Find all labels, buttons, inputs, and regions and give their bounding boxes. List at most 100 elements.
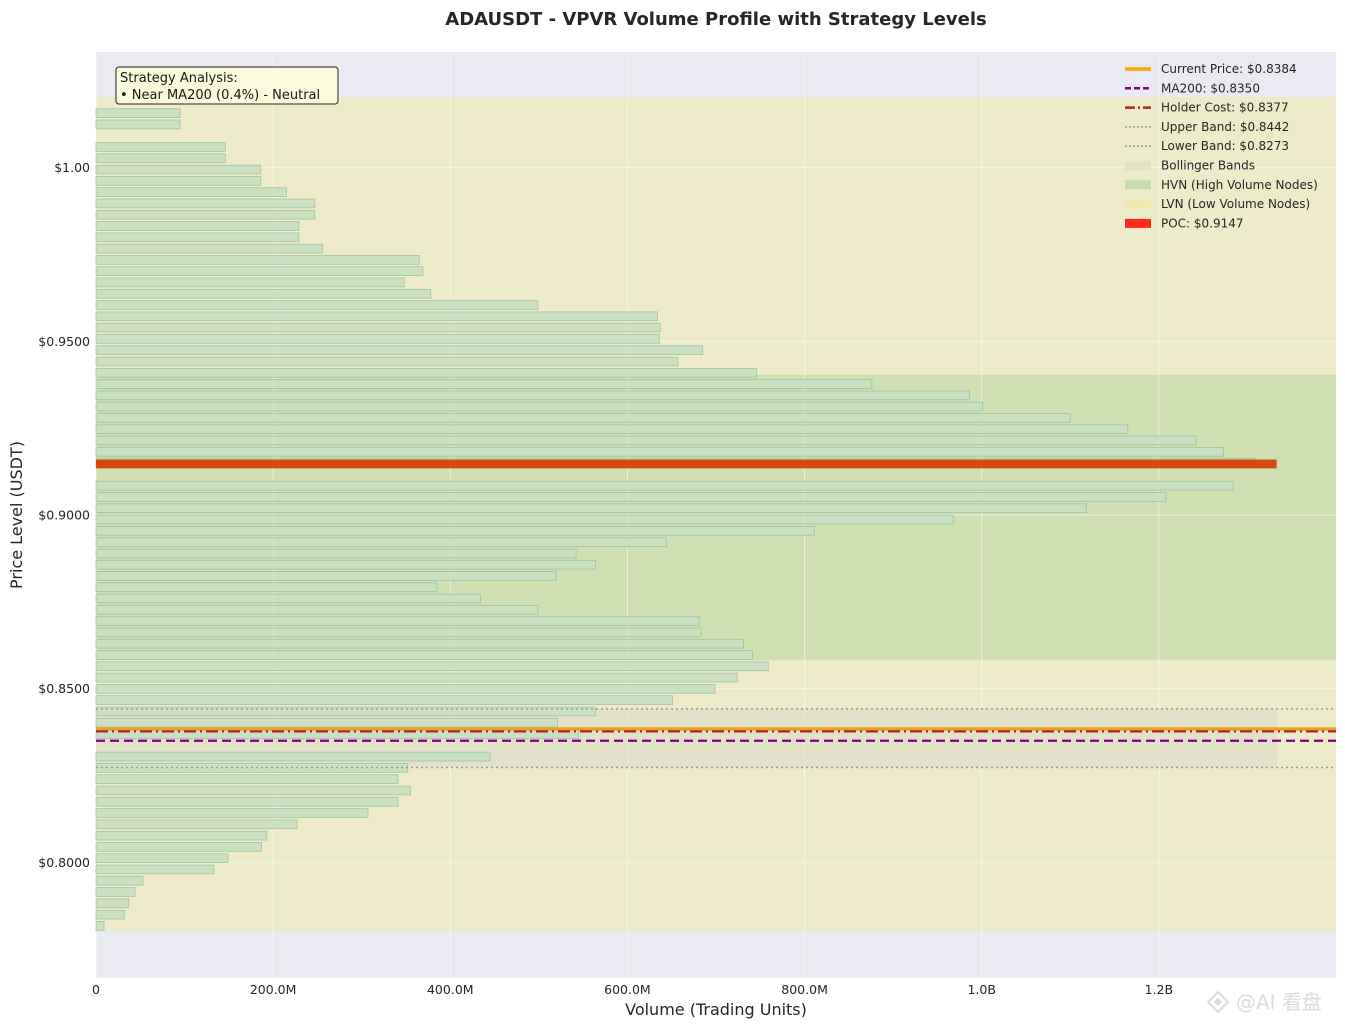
watermark-logo-icon [1206,990,1230,1014]
volume-bar-69 [95,875,144,886]
watermark: @AI 看盘 [1206,990,1322,1014]
x-tick-label-6: 1.2B [1145,982,1173,997]
x-tick-label-5: 1.0B [967,982,995,997]
volume-bar-53 [95,695,673,705]
volume-bar-25 [95,379,873,389]
volume-bar-42 [95,571,557,581]
volume-bar-35 [95,492,1167,502]
volume-bar-50 [95,661,769,672]
volume-bar-64 [95,819,298,830]
volume-bar-8 [95,187,287,197]
volume-bar-2 [95,119,181,130]
legend-label-6: HVN (High Volume Nodes) [1161,178,1318,192]
volume-bar-13 [95,243,324,254]
volume-bar-70 [95,887,136,897]
volume-bar-52 [95,684,716,694]
volume-bar-61 [95,785,411,796]
volume-bar-12 [95,232,300,243]
legend-label-3: Upper Band: $0.8442 [1161,120,1289,134]
level-lines [96,708,1336,769]
legend-item-6: HVN (High Volume Nodes) [1125,178,1318,192]
legend-swatch-8 [1125,218,1151,228]
legend-label-8: POC: $0.9147 [1161,216,1244,230]
x-tick-label-4: 800.0M [781,982,828,997]
legend-item-1: MA200: $0.8350 [1125,81,1260,95]
volume-bar-65 [95,830,268,841]
x-tick-label-2: 400.0M [427,982,474,997]
volume-bar-63 [95,808,369,818]
chart-legend: Current Price: $0.8384 MA200: $0.8350 Hold… [1125,62,1318,230]
volume-bar-39 [95,537,667,547]
y-tick-label-0: $1.00 [54,160,90,175]
lvn-zone-0 [96,660,1336,931]
volume-bar-5 [95,153,226,164]
volume-bar-47 [95,627,702,638]
volume-bar-68 [95,864,215,875]
volume-bar-66 [95,842,263,852]
volume-bar-49 [95,650,753,660]
annotation-line: • Near MA200 (0.4%) - Neutral [120,88,320,103]
y-axis-label: Price Level (USDT) [7,441,26,589]
volume-bar-72 [95,909,125,920]
volume-bar-45 [95,605,539,615]
volume-bar-22 [95,345,704,355]
volume-bar-30 [95,435,1197,446]
strategy-annotation: Strategy Analysis: • Near MA200 (0.4%) -… [115,66,339,105]
annotation-title: Strategy Analysis: [120,71,238,86]
watermark-text: @AI 看盘 [1236,990,1322,1014]
legend-label-5: Bollinger Bands [1161,159,1255,173]
volume-bar-6 [95,164,262,175]
volume-bar-48 [95,638,744,649]
volume-bar-9 [95,198,316,209]
legend-item-2: Holder Cost: $0.8377 [1125,101,1289,115]
x-tick-label-0: 0 [92,982,100,997]
y-tick-label-4: $0.8000 [38,855,90,870]
legend-label-4: Lower Band: $0.8273 [1161,139,1289,153]
volume-bar-10 [95,209,316,220]
volume-bar-36 [95,503,1087,514]
volume-bar-27 [95,401,983,412]
volume-bar-7 [95,176,262,186]
legend-label-1: MA200: $0.8350 [1161,81,1260,95]
volume-bar-16 [95,277,405,288]
legend-label-0: Current Price: $0.8384 [1161,62,1297,76]
volume-bar-31 [95,446,1224,457]
volume-bar-19 [95,311,658,322]
volume-bar-40 [95,548,577,559]
y-axis-ticks: $1.00 $0.9500 $0.9000 $0.8500 $0.8000 [38,160,90,870]
volume-bar-21 [95,334,660,344]
volume-bar-51 [95,672,738,683]
volume-bar-11 [95,221,300,231]
volume-bar-41 [95,559,596,570]
legend-item-7: LVN (Low Volume Nodes) [1125,197,1310,211]
legend-swatch-7 [1125,199,1151,209]
volume-bar-67 [95,853,229,863]
legend-item-8: POC: $0.9147 [1125,216,1244,230]
volume-bar-4 [95,142,226,152]
poc-bar [96,459,1277,469]
legend-label-2: Holder Cost: $0.8377 [1161,101,1289,115]
y-tick-label-3: $0.8500 [38,681,90,696]
volume-bar-71 [95,898,130,909]
volume-bar-55 [95,717,558,728]
volume-bar-38 [95,526,815,536]
volume-bar-44 [95,593,481,604]
volume-bar-29 [95,424,1129,435]
volume-bar-26 [95,390,970,401]
x-axis-ticks: 0 200.0M 400.0M 600.0M 800.0M 1.0B 1.2B [92,982,1173,997]
x-axis-label: Volume (Trading Units) [625,1000,807,1019]
x-tick-label-1: 200.0M [250,982,297,997]
volume-bar-14 [95,255,420,265]
volume-bar-15 [95,266,424,276]
volume-bar-23 [95,356,679,367]
volume-bar-28 [95,413,1071,423]
volume-bar-73 [95,921,105,931]
volume-bar-17 [95,288,432,299]
volume-bar-18 [95,300,539,310]
legend-item-4: Lower Band: $0.8273 [1125,139,1289,153]
volume-bar-54 [95,706,596,717]
annotation-box [115,66,339,105]
legend-item-0: Current Price: $0.8384 [1125,62,1297,76]
volume-bar-24 [95,367,758,378]
